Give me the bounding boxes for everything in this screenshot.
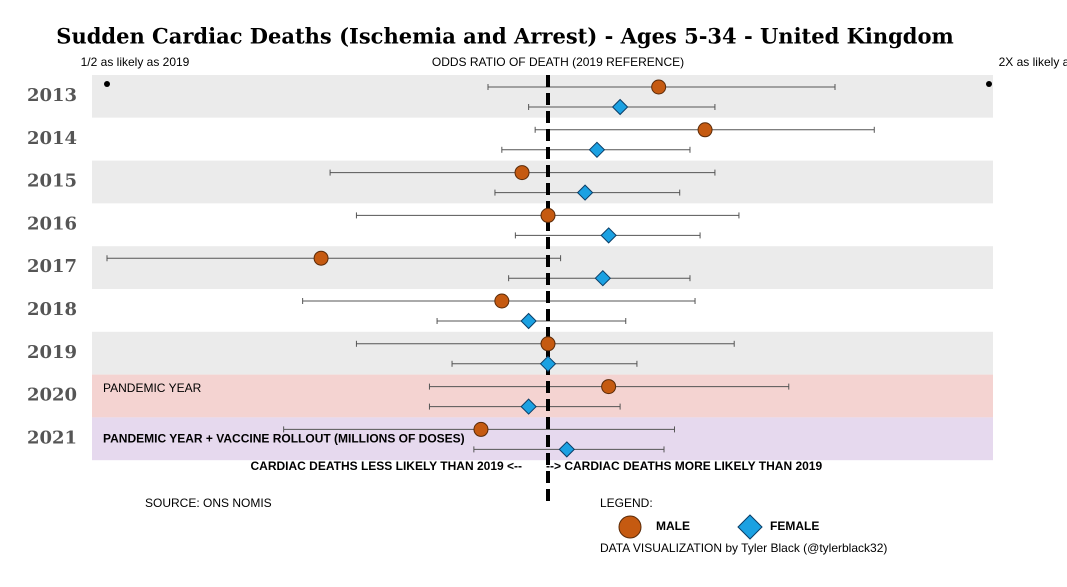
male-marker [651, 79, 667, 95]
y-tick-label: 2017 [27, 256, 77, 277]
x-tick-mark [986, 81, 992, 87]
legend-title: LEGEND: [600, 496, 653, 510]
female-marker [558, 441, 576, 458]
y-tick-label: 2019 [27, 342, 77, 363]
male-marker [601, 379, 617, 395]
female-marker [539, 355, 557, 373]
row-band [92, 374, 993, 418]
male-marker [697, 122, 713, 138]
y-tick-label: 2018 [27, 299, 77, 320]
y-tick-label: 2014 [27, 128, 77, 149]
y-tick-label: 2021 [27, 427, 77, 448]
legend-label: MALE [656, 519, 690, 533]
female-marker [594, 269, 612, 287]
male-marker [313, 250, 329, 266]
male-marker [540, 336, 556, 352]
annotation: PANDEMIC YEAR + VACCINE ROLLOUT (MILLION… [103, 432, 465, 446]
male-marker [540, 207, 556, 223]
male-marker [514, 165, 530, 181]
row-band [92, 331, 993, 375]
row-band [92, 75, 993, 118]
female-marker [520, 398, 537, 415]
legend-label: FEMALE [770, 519, 819, 533]
female-marker [600, 227, 617, 244]
row-band [92, 117, 993, 161]
credit: DATA VISUALIZATION by Tyler Black (@tyle… [600, 541, 887, 555]
legend-marker [618, 515, 642, 539]
row-band [92, 246, 993, 289]
row-band [92, 203, 993, 247]
row-band [92, 160, 993, 204]
legend-marker [737, 514, 763, 540]
source: SOURCE: ONS NOMIS [145, 496, 272, 510]
female-marker [588, 141, 606, 159]
y-tick-label: 2020 [27, 385, 77, 406]
female-marker [520, 312, 537, 330]
right-note: --> CARDIAC DEATHS MORE LIKELY THAN 2019 [546, 459, 822, 473]
male-marker [473, 421, 489, 437]
row-band [92, 289, 993, 332]
x-tick-mark [104, 81, 110, 87]
chart-title: Sudden Cardiac Deaths (Ischemia and Arre… [56, 24, 953, 49]
left-note: CARDIAC DEATHS LESS LIKELY THAN 2019 <-- [251, 459, 523, 473]
x-tick-label: 1/2 as likely as 2019 [81, 55, 190, 69]
y-tick-label: 2013 [27, 85, 77, 106]
x-tick-label: 2X as likely as 2019 [999, 55, 1067, 69]
x-axis-label: ODDS RATIO OF DEATH (2019 REFERENCE) [432, 55, 684, 69]
male-marker [494, 293, 510, 309]
female-marker [576, 184, 594, 201]
y-tick-label: 2016 [27, 213, 77, 234]
row-band [92, 417, 993, 461]
female-marker [611, 98, 629, 116]
annotation: PANDEMIC YEAR [103, 381, 202, 395]
y-tick-label: 2015 [27, 171, 77, 192]
